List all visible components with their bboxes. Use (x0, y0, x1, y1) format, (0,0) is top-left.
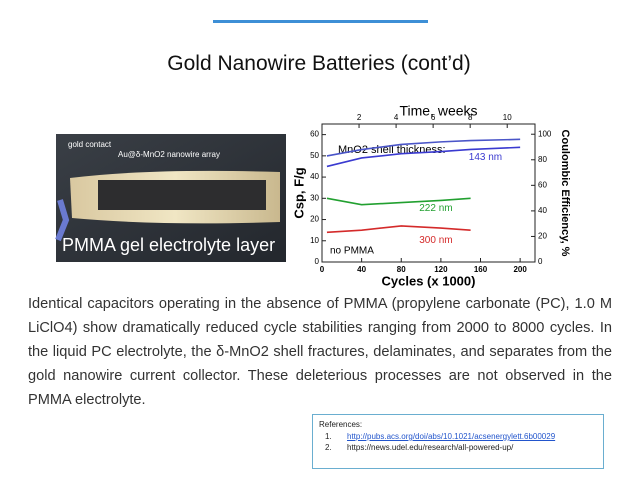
y-tick-label: 10 (310, 236, 319, 245)
x2-tick-label: 4 (394, 113, 399, 122)
photo-label: gold contact (68, 140, 112, 149)
series-label: 222 nm (419, 203, 452, 214)
chart-background (290, 105, 585, 285)
y-tick-label: 60 (310, 130, 319, 139)
x-tick-label: 200 (513, 265, 527, 274)
x-tick-label: 0 (320, 265, 325, 274)
annotation: no PMMA (330, 246, 374, 257)
references-list: 1. http://pubs.acs.org/doi/abs/10.1021/ac… (319, 431, 603, 453)
x2-tick-label: 8 (468, 113, 473, 122)
x-tick-label: 80 (397, 265, 406, 274)
reference-text: https://news.udel.edu/research/all-power… (347, 443, 514, 452)
y-tick-label: 30 (310, 193, 319, 202)
x-axis-label: Cycles (x 1000) (382, 273, 476, 288)
reference-item: 2. https://news.udel.edu/research/all-pow… (325, 442, 603, 453)
y2-tick-label: 60 (538, 180, 547, 189)
y-tick-label: 50 (310, 151, 319, 160)
slide-title: Gold Nanowire Batteries (cont’d) (167, 52, 471, 75)
x2-tick-label: 10 (503, 113, 512, 122)
series-line (326, 138, 521, 157)
series-label: 300 nm (419, 235, 452, 246)
x2-axis-label: Time, weeks (399, 103, 477, 119)
references-box: References: 1. http://pubs.acs.org/doi/ab… (312, 414, 604, 469)
y-axis-label: Csp, F/g (291, 167, 306, 218)
photo-clip (55, 199, 70, 242)
photo-nanowire-array (98, 180, 266, 210)
x2-tick-label: 2 (357, 113, 362, 122)
reference-number: 2. (325, 443, 332, 452)
figure: gold contact Au@δ-MnO2 nanowire array PM… (55, 102, 585, 289)
body-paragraph: Identical capacitors operating in the ab… (28, 296, 612, 408)
references-heading: References: (319, 420, 363, 429)
series-label: 143 nm (469, 152, 502, 163)
x-tick-label: 40 (357, 265, 366, 274)
y2-tick-label: 0 (538, 257, 543, 266)
x-tick-label: 120 (434, 265, 448, 274)
reference-item: 1. http://pubs.acs.org/doi/abs/10.1021/ac… (325, 431, 603, 442)
series-line (326, 146, 521, 168)
y2-axis-label: Coulombic Efficiency, % (559, 130, 571, 257)
y2-tick-label: 40 (538, 206, 547, 215)
y-tick-label: 0 (315, 257, 320, 266)
photo-label: PMMA gel electrolyte layer (62, 235, 275, 255)
y2-tick-label: 80 (538, 155, 547, 164)
y-tick-label: 20 (310, 215, 319, 224)
title-rule (213, 20, 428, 23)
series-line (326, 197, 471, 206)
x2-tick-label: 6 (431, 113, 436, 122)
plot-frame (321, 123, 536, 263)
photo-label: Au@δ-MnO2 nanowire array (118, 150, 220, 159)
y2-tick-label: 100 (538, 129, 552, 138)
reference-link[interactable]: http://pubs.acs.org/doi/abs/10.1021/acse… (347, 432, 556, 441)
series-line (326, 225, 471, 234)
y2-tick-label: 20 (538, 232, 547, 241)
x-tick-label: 160 (474, 265, 488, 274)
reference-number: 1. (325, 432, 332, 441)
y-tick-label: 40 (310, 172, 319, 181)
